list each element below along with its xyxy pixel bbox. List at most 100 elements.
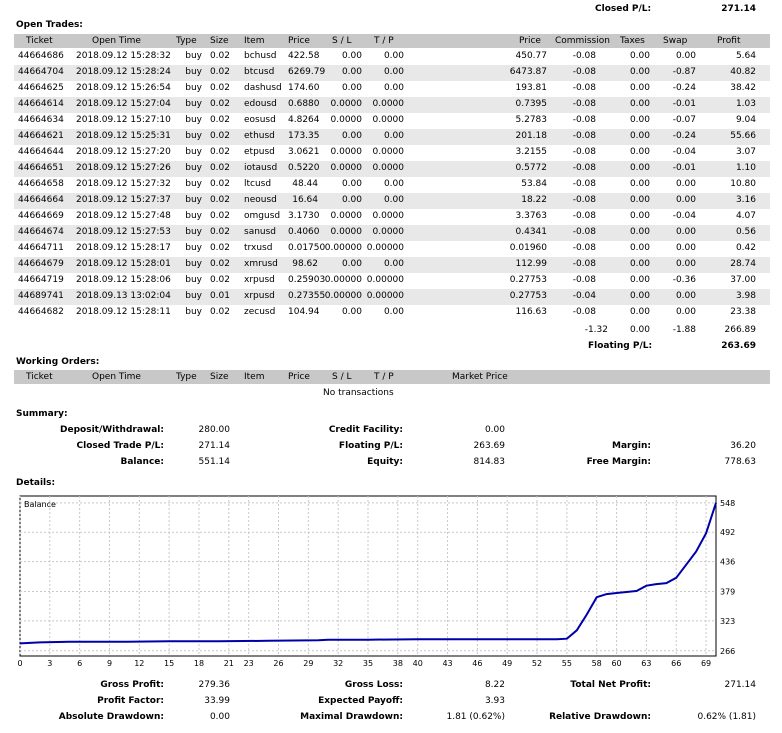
trade-close-price: 6473.87 (509, 67, 547, 77)
col-profit[interactable]: Profit (717, 36, 741, 46)
maximal-drawdown-value: 1.81 (0.62%) (446, 712, 505, 722)
trade-row[interactable]: 44664621 2018.09.12 15:25:31 buy 0.02 ethusd… (14, 129, 770, 145)
floating-summary-label: Floating P/L: (338, 441, 403, 451)
trade-item: xmrusd (244, 259, 278, 269)
trade-row[interactable]: 44664625 2018.09.12 15:26:54 buy 0.02 dashus… (14, 81, 770, 97)
trade-row[interactable]: 44664711 2018.09.12 15:28:17 buy 0.02 trxusd… (14, 241, 770, 257)
trade-commission: -0.08 (572, 115, 596, 125)
trade-row[interactable]: 44664719 2018.09.12 15:28:06 buy 0.02 xrpusd… (14, 273, 770, 289)
trade-close-price: 0.27753 (509, 275, 547, 285)
trade-row[interactable]: 44689741 2018.09.13 13:02:04 buy 0.01 xrpusd… (14, 289, 770, 305)
wo-col-market-price[interactable]: Market Price (452, 372, 508, 382)
trade-ticket: 44664614 (18, 99, 64, 109)
col-item[interactable]: Item (244, 36, 265, 46)
trade-swap: 0.00 (675, 307, 696, 317)
trade-ticket: 44664634 (18, 115, 64, 125)
col-swap[interactable]: Swap (663, 36, 688, 46)
wo-col-sl[interactable]: S / L (332, 372, 352, 382)
trade-item: eosusd (244, 115, 276, 125)
expected-payoff-label: Expected Payoff: (318, 696, 403, 706)
wo-col-price[interactable]: Price (288, 372, 310, 382)
col-commission[interactable]: Commission (555, 36, 610, 46)
trade-item: ltcusd (244, 179, 272, 189)
trade-commission: -0.08 (572, 147, 596, 157)
trade-row[interactable]: 44664614 2018.09.12 15:27:04 buy 0.02 edousd… (14, 97, 770, 113)
trade-ticket: 44664704 (18, 67, 64, 77)
trade-price: 6269.79 (288, 67, 326, 77)
wo-col-type[interactable]: Type (176, 372, 197, 382)
x-tick-label: 35 (363, 659, 373, 668)
trade-price: 104.94 (288, 307, 320, 317)
trade-sl: 0.0000 (330, 115, 363, 125)
wo-col-size[interactable]: Size (210, 372, 229, 382)
col-tp[interactable]: T / P (374, 36, 394, 46)
trade-open-time: 2018.09.12 15:27:48 (76, 211, 171, 221)
trade-type: buy (185, 195, 202, 205)
trade-row[interactable]: 44664686 2018.09.12 15:28:32 buy 0.02 bchusd… (14, 49, 770, 65)
profit-factor-value: 33.99 (204, 696, 230, 706)
trade-row[interactable]: 44664682 2018.09.12 15:28:11 buy 0.02 zecusd… (14, 305, 770, 321)
wo-col-open-time[interactable]: Open Time (92, 372, 141, 382)
trade-ticket: 44664686 (18, 51, 64, 61)
deposit-label: Deposit/Withdrawal: (60, 425, 164, 435)
trade-taxes: 0.00 (629, 147, 650, 157)
trade-taxes: 0.00 (629, 243, 650, 253)
trade-open-time: 2018.09.12 15:28:11 (76, 307, 171, 317)
col-open-time[interactable]: Open Time (92, 36, 141, 46)
trade-swap: -0.87 (672, 67, 696, 77)
x-tick-label: 0 (17, 659, 22, 668)
trade-size: 0.02 (209, 243, 230, 253)
trade-tp: 0.0000 (372, 147, 405, 157)
trade-ticket: 44664711 (18, 243, 64, 253)
x-tick-label: 3 (47, 659, 52, 668)
trade-ticket: 44664674 (18, 227, 64, 237)
trade-open-time: 2018.09.12 15:28:17 (76, 243, 171, 253)
trade-taxes: 0.00 (629, 211, 650, 221)
trade-row[interactable]: 44664634 2018.09.12 15:27:10 buy 0.02 eosusd… (14, 113, 770, 129)
trade-close-price: 116.63 (515, 307, 548, 317)
col-size[interactable]: Size (210, 36, 229, 46)
x-tick-label: 15 (164, 659, 174, 668)
trade-ticket: 44664644 (18, 147, 64, 157)
wo-col-tp[interactable]: T / P (374, 372, 394, 382)
trade-tp: 0.00 (383, 83, 404, 93)
trade-tp: 0.00 (383, 195, 404, 205)
trade-ticket: 44664664 (18, 195, 64, 205)
trade-close-price: 0.5772 (515, 163, 548, 173)
free-margin-label: Free Margin: (586, 457, 651, 467)
trade-sl: 0.00 (341, 259, 362, 269)
trade-row[interactable]: 44664664 2018.09.12 15:27:37 buy 0.02 neousd… (14, 193, 770, 209)
trade-row[interactable]: 44664704 2018.09.12 15:28:24 buy 0.02 btcusd… (14, 65, 770, 81)
col-sl[interactable]: S / L (332, 36, 352, 46)
col-ticket[interactable]: Ticket (26, 36, 53, 46)
trade-price: 0.27355 (288, 291, 326, 301)
wo-col-ticket[interactable]: Ticket (26, 372, 53, 382)
trade-row[interactable]: 44664651 2018.09.12 15:27:26 buy 0.02 iotaus… (14, 161, 770, 177)
trade-close-price: 18.22 (521, 195, 547, 205)
trade-type: buy (185, 227, 202, 237)
trade-taxes: 0.00 (629, 163, 650, 173)
trade-open-time: 2018.09.12 15:27:53 (76, 227, 171, 237)
trade-row[interactable]: 44664669 2018.09.12 15:27:48 buy 0.02 omgusd… (14, 209, 770, 225)
wo-col-item[interactable]: Item (244, 372, 265, 382)
balance-label: Balance: (120, 457, 164, 467)
x-tick-label: 9 (107, 659, 112, 668)
trade-row[interactable]: 44664644 2018.09.12 15:27:20 buy 0.02 etpusd… (14, 145, 770, 161)
trade-row[interactable]: 44664674 2018.09.12 15:27:53 buy 0.02 sanusd… (14, 225, 770, 241)
trade-commission: -0.08 (572, 307, 596, 317)
col-taxes[interactable]: Taxes (620, 36, 645, 46)
trade-type: buy (185, 275, 202, 285)
col-price[interactable]: Price (288, 36, 310, 46)
col-type[interactable]: Type (176, 36, 197, 46)
trade-close-price: 450.77 (515, 51, 548, 61)
trade-type: buy (185, 147, 202, 157)
trade-taxes: 0.00 (629, 275, 650, 285)
trade-price: 0.6880 (288, 99, 320, 109)
trade-open-time: 2018.09.12 15:27:32 (76, 179, 171, 189)
trade-type: buy (185, 131, 202, 141)
col-close-price[interactable]: Price (519, 36, 541, 46)
trade-row[interactable]: 44664679 2018.09.12 15:28:01 buy 0.02 xmrusd… (14, 257, 770, 273)
trade-row[interactable]: 44664658 2018.09.12 15:27:32 buy 0.02 ltcusd… (14, 177, 770, 193)
trade-profit: 3.16 (735, 195, 756, 205)
y-tick-label: 436 (720, 558, 735, 567)
